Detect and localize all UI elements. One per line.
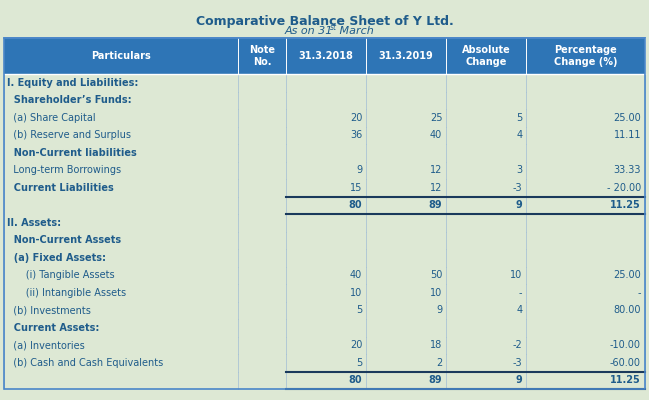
Text: 9: 9 bbox=[516, 200, 522, 210]
Text: Particulars: Particulars bbox=[91, 51, 151, 61]
Text: (b) Reserve and Surplus: (b) Reserve and Surplus bbox=[7, 130, 131, 140]
Text: 9: 9 bbox=[516, 375, 522, 385]
Text: Current Liabilities: Current Liabilities bbox=[7, 183, 114, 193]
Text: 25.00: 25.00 bbox=[613, 113, 641, 123]
Text: 3: 3 bbox=[517, 165, 522, 175]
Text: 50: 50 bbox=[430, 270, 442, 280]
Text: 11.25: 11.25 bbox=[610, 375, 641, 385]
Text: 25: 25 bbox=[430, 113, 442, 123]
Text: 11.11: 11.11 bbox=[613, 130, 641, 140]
Text: 5: 5 bbox=[356, 358, 362, 368]
Bar bbox=[4, 319, 645, 336]
Text: (a) Fixed Assets:: (a) Fixed Assets: bbox=[7, 253, 106, 263]
Text: 36: 36 bbox=[350, 130, 362, 140]
Text: 9: 9 bbox=[436, 305, 442, 315]
Text: (b) Investments: (b) Investments bbox=[7, 305, 91, 315]
Text: 40: 40 bbox=[350, 270, 362, 280]
Text: 89: 89 bbox=[429, 375, 442, 385]
Bar bbox=[4, 302, 645, 319]
Text: 5: 5 bbox=[356, 305, 362, 315]
Bar bbox=[4, 179, 645, 196]
Text: -3: -3 bbox=[513, 183, 522, 193]
Bar bbox=[4, 336, 645, 354]
Text: 31.3.2019: 31.3.2019 bbox=[379, 51, 434, 61]
Text: (b) Cash and Cash Equivalents: (b) Cash and Cash Equivalents bbox=[7, 358, 164, 368]
Bar bbox=[4, 354, 645, 372]
Text: 89: 89 bbox=[429, 200, 442, 210]
Text: Percentage
Change (%): Percentage Change (%) bbox=[554, 45, 617, 67]
Text: 10: 10 bbox=[350, 288, 362, 298]
Text: 12: 12 bbox=[430, 165, 442, 175]
Text: 11.25: 11.25 bbox=[610, 200, 641, 210]
Text: -2: -2 bbox=[513, 340, 522, 350]
Text: -60.00: -60.00 bbox=[610, 358, 641, 368]
Text: 10: 10 bbox=[510, 270, 522, 280]
Text: 31.3.2018: 31.3.2018 bbox=[299, 51, 354, 61]
Text: Comparative Balance Sheet of Y Ltd.: Comparative Balance Sheet of Y Ltd. bbox=[195, 15, 454, 28]
Bar bbox=[4, 162, 645, 179]
Bar bbox=[4, 196, 645, 214]
Text: -: - bbox=[637, 288, 641, 298]
Bar bbox=[4, 38, 645, 74]
Text: 12: 12 bbox=[430, 183, 442, 193]
Bar bbox=[4, 284, 645, 302]
Text: (a) Share Capital: (a) Share Capital bbox=[7, 113, 95, 123]
Text: Note
No.: Note No. bbox=[249, 45, 275, 67]
Text: Current Assets:: Current Assets: bbox=[7, 323, 99, 333]
Bar bbox=[4, 249, 645, 266]
Text: (i) Tangible Assets: (i) Tangible Assets bbox=[7, 270, 115, 280]
Text: st: st bbox=[330, 23, 337, 32]
Bar bbox=[4, 232, 645, 249]
Text: 40: 40 bbox=[430, 130, 442, 140]
Bar bbox=[4, 144, 645, 162]
Text: Non-Current liabilities: Non-Current liabilities bbox=[7, 148, 137, 158]
Text: -3: -3 bbox=[513, 358, 522, 368]
Bar bbox=[4, 109, 645, 126]
Text: II. Assets:: II. Assets: bbox=[7, 218, 61, 228]
Bar bbox=[4, 214, 645, 232]
Text: 20: 20 bbox=[350, 113, 362, 123]
Text: I. Equity and Liabilities:: I. Equity and Liabilities: bbox=[7, 78, 138, 88]
Text: 4: 4 bbox=[517, 130, 522, 140]
Text: Absolute
Change: Absolute Change bbox=[462, 45, 511, 67]
Text: -: - bbox=[519, 288, 522, 298]
Bar bbox=[4, 74, 645, 92]
Text: March: March bbox=[336, 26, 374, 36]
Text: -10.00: -10.00 bbox=[610, 340, 641, 350]
Bar bbox=[4, 266, 645, 284]
Bar bbox=[4, 38, 645, 389]
Text: 10: 10 bbox=[430, 288, 442, 298]
Text: 25.00: 25.00 bbox=[613, 270, 641, 280]
Text: 2: 2 bbox=[436, 358, 442, 368]
Text: 15: 15 bbox=[350, 183, 362, 193]
Text: 80.00: 80.00 bbox=[613, 305, 641, 315]
Bar bbox=[4, 92, 645, 109]
Text: Non-Current Assets: Non-Current Assets bbox=[7, 235, 121, 245]
Text: Shareholder’s Funds:: Shareholder’s Funds: bbox=[7, 95, 132, 105]
Text: 5: 5 bbox=[516, 113, 522, 123]
Bar bbox=[4, 126, 645, 144]
Text: As on 31: As on 31 bbox=[285, 26, 334, 36]
Text: (a) Inventories: (a) Inventories bbox=[7, 340, 85, 350]
Text: Long-term Borrowings: Long-term Borrowings bbox=[7, 165, 121, 175]
Text: 80: 80 bbox=[349, 375, 362, 385]
Text: (ii) Intangible Assets: (ii) Intangible Assets bbox=[7, 288, 126, 298]
Text: 18: 18 bbox=[430, 340, 442, 350]
Text: - 20.00: - 20.00 bbox=[607, 183, 641, 193]
Text: 33.33: 33.33 bbox=[613, 165, 641, 175]
Text: 20: 20 bbox=[350, 340, 362, 350]
Text: 4: 4 bbox=[517, 305, 522, 315]
Bar bbox=[4, 372, 645, 389]
Text: 80: 80 bbox=[349, 200, 362, 210]
Text: 9: 9 bbox=[356, 165, 362, 175]
